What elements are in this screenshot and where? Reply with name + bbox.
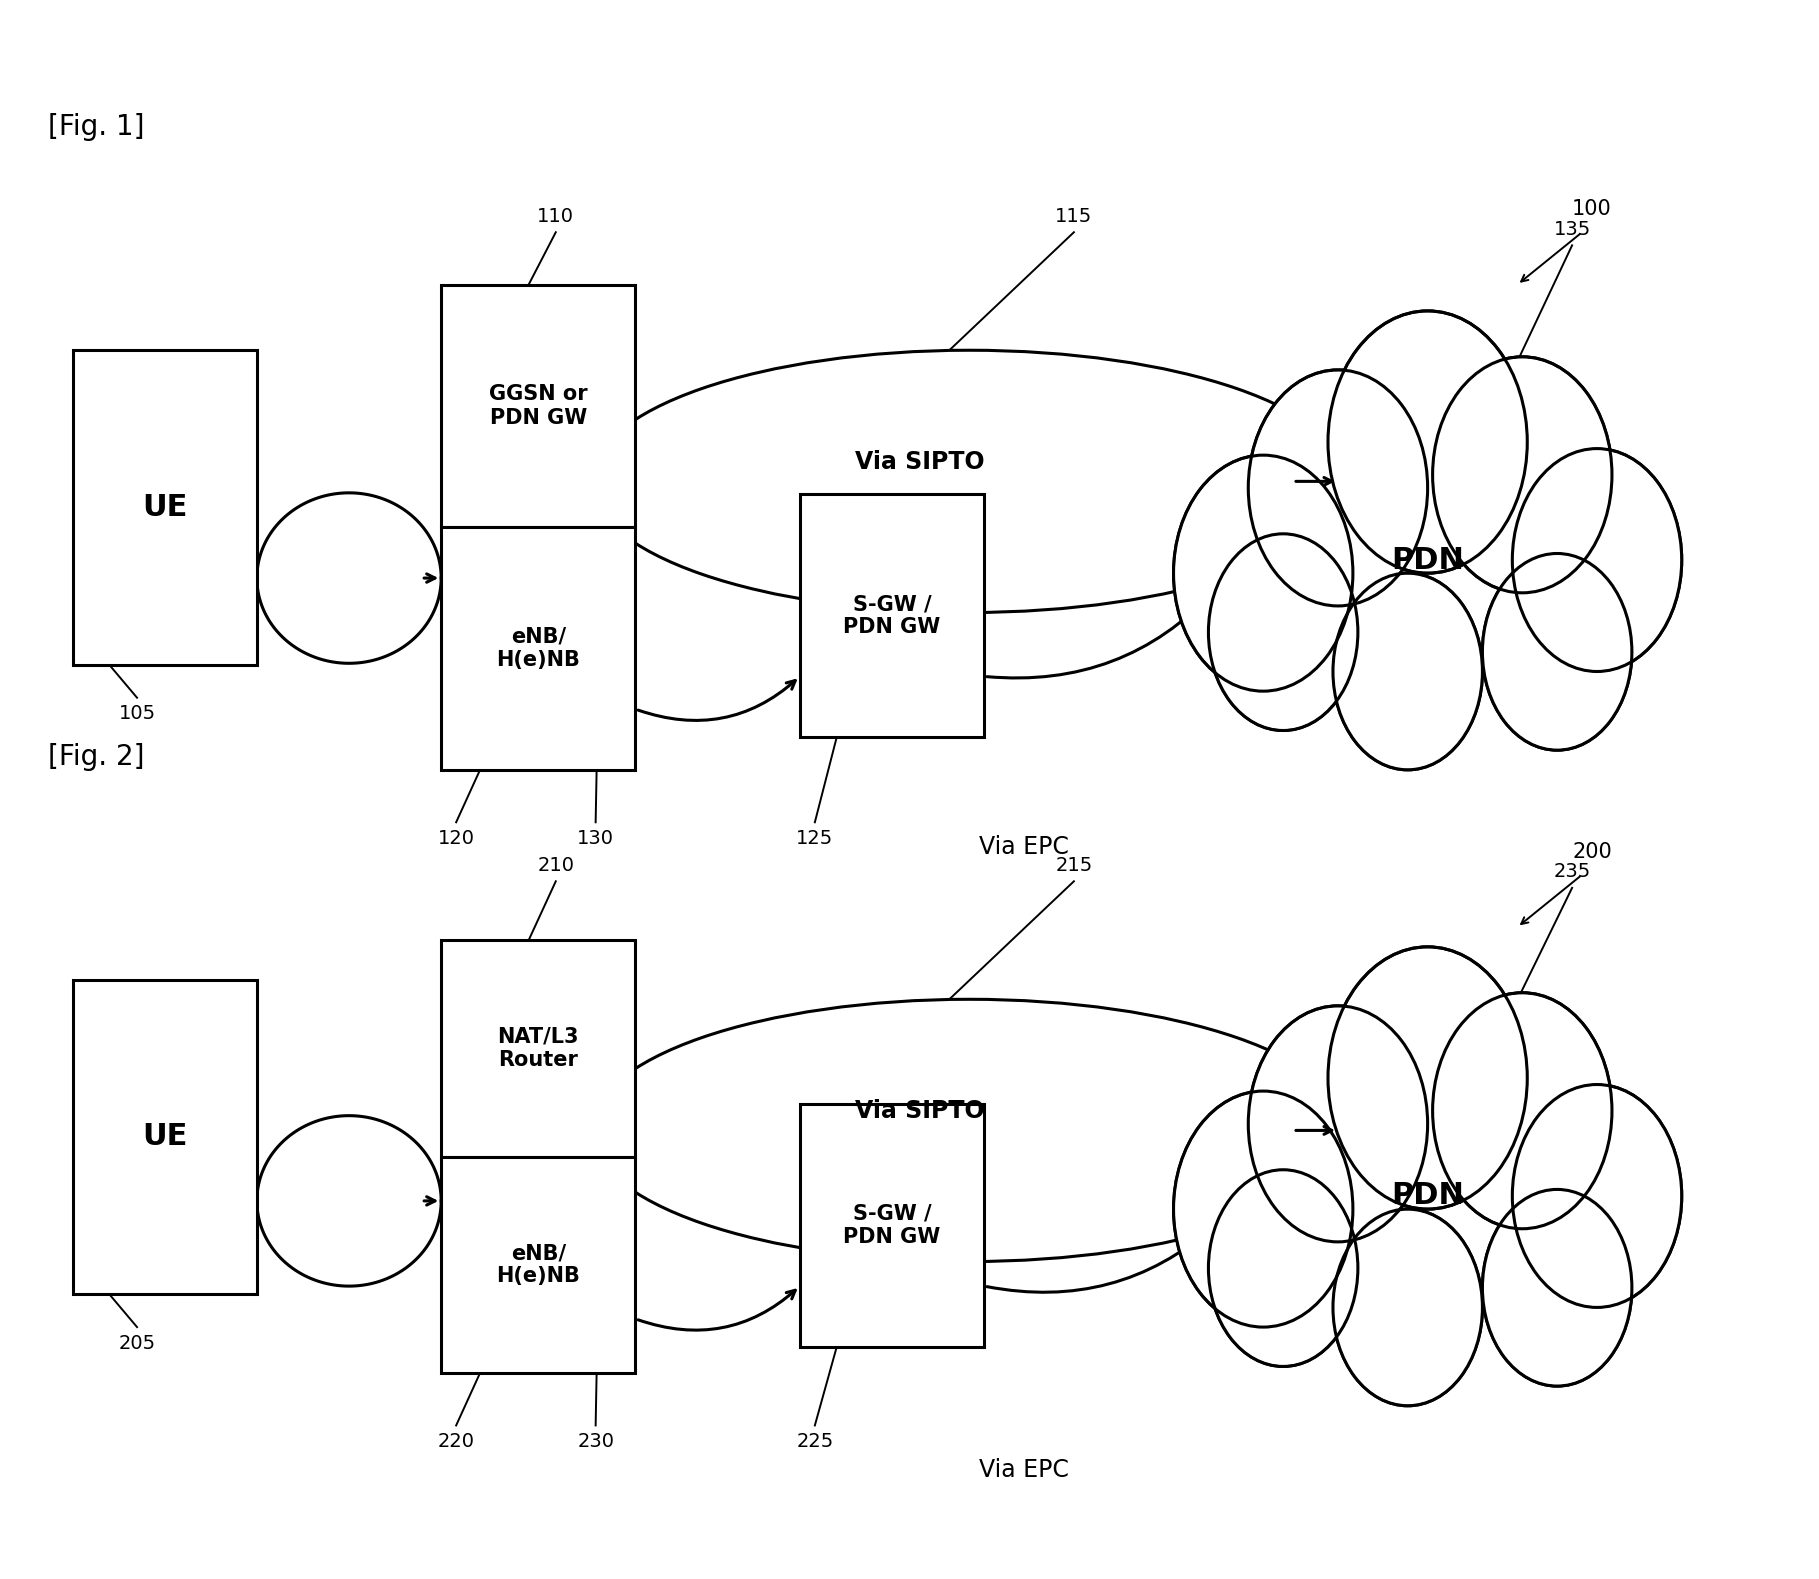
Text: eNB/
H(e)NB: eNB/ H(e)NB — [497, 627, 580, 669]
Circle shape — [1175, 458, 1352, 688]
Text: S-GW /
PDN GW: S-GW / PDN GW — [844, 594, 940, 638]
Circle shape — [1248, 369, 1428, 606]
Circle shape — [1210, 535, 1357, 728]
Circle shape — [1248, 1006, 1428, 1241]
Text: NAT/L3
Router: NAT/L3 Router — [498, 1026, 578, 1071]
Text: Via SIPTO: Via SIPTO — [855, 450, 984, 474]
Circle shape — [1208, 534, 1357, 731]
Circle shape — [1173, 1091, 1353, 1326]
Text: GGSN or
PDN GW: GGSN or PDN GW — [489, 384, 588, 428]
Circle shape — [1513, 452, 1681, 669]
Circle shape — [1433, 993, 1612, 1228]
Circle shape — [1484, 556, 1630, 748]
Circle shape — [1330, 314, 1526, 570]
Bar — [73, 351, 256, 665]
Bar — [73, 979, 256, 1295]
Text: 105: 105 — [118, 704, 156, 723]
Text: UE: UE — [142, 493, 187, 523]
Text: S-GW /
PDN GW: S-GW / PDN GW — [844, 1203, 940, 1247]
Circle shape — [1250, 373, 1426, 603]
Circle shape — [1333, 1210, 1482, 1405]
Bar — [442, 1157, 635, 1374]
Circle shape — [1513, 1086, 1681, 1306]
Bar — [800, 1104, 984, 1347]
Bar — [442, 527, 635, 771]
Text: 200: 200 — [1572, 842, 1612, 862]
Text: [Fig. 2]: [Fig. 2] — [47, 742, 144, 771]
Text: 135: 135 — [1553, 219, 1592, 238]
Circle shape — [1328, 311, 1528, 573]
Ellipse shape — [591, 351, 1348, 613]
Bar — [442, 940, 635, 1157]
Circle shape — [1335, 1211, 1481, 1404]
Text: 100: 100 — [1572, 199, 1612, 219]
Circle shape — [1435, 358, 1610, 591]
Circle shape — [1250, 1009, 1426, 1240]
Text: [Fig. 1]: [Fig. 1] — [47, 114, 144, 142]
Text: Via EPC: Via EPC — [979, 835, 1070, 859]
Text: PDN: PDN — [1392, 1181, 1464, 1211]
Text: 130: 130 — [577, 829, 615, 848]
Text: 110: 110 — [537, 207, 575, 226]
Circle shape — [1328, 947, 1528, 1210]
Text: eNB/
H(e)NB: eNB/ H(e)NB — [497, 1243, 580, 1287]
Text: 115: 115 — [1055, 207, 1093, 226]
Text: PDN: PDN — [1392, 545, 1464, 575]
Text: 205: 205 — [118, 1334, 156, 1353]
Bar — [442, 284, 635, 527]
Text: 230: 230 — [577, 1432, 615, 1451]
Text: 215: 215 — [1055, 856, 1093, 875]
Circle shape — [1484, 1192, 1630, 1385]
Text: Via SIPTO: Via SIPTO — [855, 1099, 984, 1123]
Text: 235: 235 — [1553, 862, 1592, 881]
Ellipse shape — [591, 1000, 1348, 1262]
Circle shape — [1335, 575, 1481, 767]
Circle shape — [1330, 949, 1526, 1206]
Circle shape — [1208, 1170, 1357, 1366]
Text: 210: 210 — [537, 856, 575, 875]
Circle shape — [1173, 455, 1353, 692]
Circle shape — [1210, 1172, 1357, 1364]
Circle shape — [1433, 357, 1612, 592]
Text: 120: 120 — [438, 829, 475, 848]
Circle shape — [1512, 1085, 1683, 1307]
Text: UE: UE — [142, 1123, 187, 1151]
Text: 220: 220 — [438, 1432, 475, 1451]
Circle shape — [1435, 995, 1610, 1227]
Circle shape — [1482, 554, 1632, 750]
Circle shape — [1482, 1189, 1632, 1386]
Text: Via EPC: Via EPC — [979, 1459, 1070, 1483]
Text: 125: 125 — [797, 829, 833, 848]
Bar — [800, 494, 984, 737]
Ellipse shape — [256, 1116, 442, 1287]
Ellipse shape — [256, 493, 442, 663]
Text: 225: 225 — [797, 1432, 833, 1451]
Circle shape — [1175, 1093, 1352, 1325]
Circle shape — [1333, 573, 1482, 771]
Circle shape — [1512, 448, 1683, 671]
